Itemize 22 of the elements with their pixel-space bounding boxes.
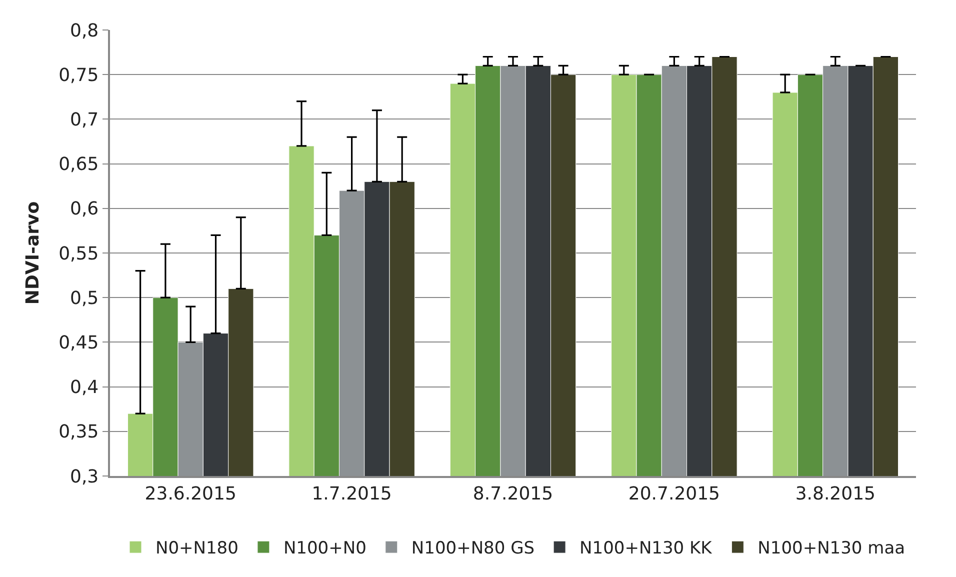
- y-tick-label: 0,55: [58, 243, 99, 264]
- x-tick-label: 23.6.2015: [144, 483, 236, 504]
- legend-label: N100+N80 GS: [411, 538, 535, 559]
- x-tick-label: 8.7.2015: [472, 483, 554, 504]
- x-tick-label: 3.8.2015: [795, 483, 876, 504]
- y-tick-label: 0,4: [70, 377, 99, 398]
- y-tick-label: 0,5: [70, 288, 99, 309]
- legend-label: N0+N180: [156, 538, 238, 559]
- y-tick-label: 0,45: [58, 332, 99, 354]
- x-tick-label: 1.7.2015: [312, 483, 392, 504]
- legend-label: N100+N130 maa: [758, 538, 906, 559]
- y-tick-label: 0,7: [70, 110, 99, 130]
- x-tick-label: 20.7.2015: [628, 483, 720, 504]
- y-tick-label: 0,6: [70, 198, 99, 220]
- y-tick-label: 0,35: [58, 422, 99, 443]
- legend-label: N100+N130 KK: [580, 538, 713, 559]
- y-tick-label: 0,8: [70, 20, 99, 42]
- y-axis-title: NDVI-arvo: [22, 201, 44, 305]
- y-tick-label: 0,75: [58, 64, 99, 86]
- legend-label: N100+N0: [283, 538, 366, 559]
- y-tick-label: 0,65: [58, 154, 99, 176]
- y-tick-label: 0,3: [70, 466, 99, 488]
